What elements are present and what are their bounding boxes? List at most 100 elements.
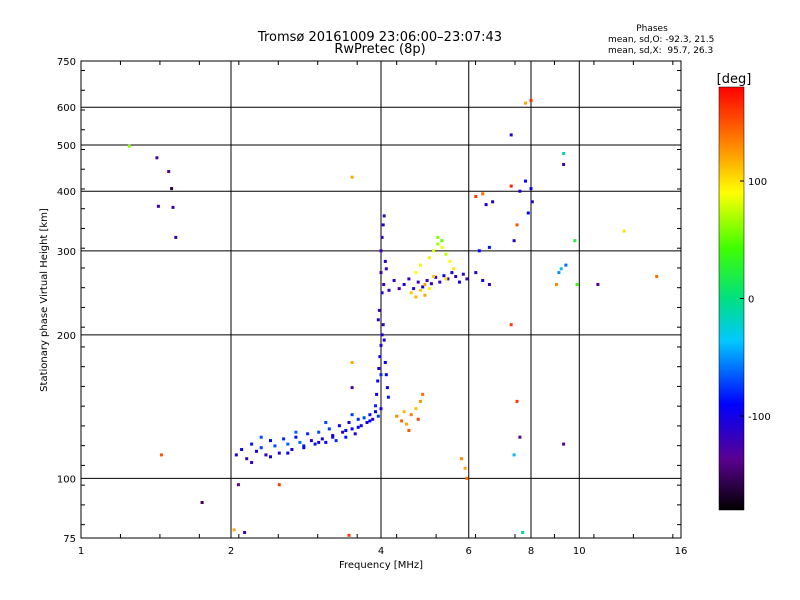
data-point (405, 422, 408, 426)
data-point (423, 283, 427, 286)
data-point (444, 252, 448, 256)
data-point (557, 271, 561, 275)
data-point (356, 417, 360, 421)
data-point (414, 295, 418, 299)
y-tick-label: 600 (57, 103, 76, 114)
data-point (562, 163, 566, 166)
data-point (277, 483, 281, 487)
data-point (487, 245, 491, 249)
y-tick-label: 200 (57, 331, 76, 342)
stats-line-x: mean, sd,X: 95.7, 26.3 (608, 46, 713, 56)
data-point (419, 263, 422, 267)
data-point (512, 453, 516, 457)
data-point (421, 392, 425, 396)
data-point (397, 287, 401, 291)
data-point (459, 457, 463, 461)
data-point (509, 184, 513, 188)
data-point (461, 272, 465, 276)
colorbar-tick-label: -100 (748, 412, 771, 423)
data-point (402, 410, 406, 414)
stats-heading: Phases (636, 24, 668, 34)
y-tick-label: 75 (63, 534, 76, 545)
data-point (294, 435, 298, 439)
data-point (302, 444, 306, 448)
data-point (264, 453, 268, 457)
data-point (159, 453, 163, 457)
data-point (400, 419, 404, 423)
data-point (419, 399, 422, 403)
data-point (170, 187, 174, 191)
x-tick-label: 16 (675, 546, 688, 557)
data-point (365, 421, 369, 424)
data-point (402, 283, 406, 286)
data-point (376, 414, 380, 418)
data-point (458, 280, 461, 284)
data-point (392, 279, 396, 282)
data-point (442, 274, 446, 278)
x-tick-label: 8 (528, 546, 534, 557)
data-point (377, 367, 381, 370)
data-point (317, 440, 321, 444)
data-point (174, 235, 178, 239)
data-point (465, 476, 469, 480)
x-tick-label: 4 (378, 546, 384, 557)
y-tick-label: 750 (57, 57, 76, 68)
colorbar-label: [deg] (717, 72, 752, 87)
data-point (250, 442, 254, 446)
data-point (481, 279, 485, 282)
data-point (273, 444, 277, 448)
data-point (529, 98, 533, 102)
data-point (382, 283, 386, 286)
data-point (382, 214, 386, 218)
data-point (127, 144, 131, 148)
data-point (414, 271, 418, 275)
data-point (353, 432, 357, 436)
data-point (317, 430, 321, 434)
chart-subtitle: RwPretec (8p) (334, 42, 425, 57)
x-tick-label: 10 (573, 546, 586, 557)
data-point (524, 101, 527, 105)
data-point (530, 200, 534, 204)
data-point (423, 293, 427, 297)
data-point (327, 427, 331, 431)
data-point (385, 386, 389, 390)
data-point (377, 308, 381, 312)
data-point (425, 279, 429, 282)
data-point (324, 421, 328, 424)
data-point (409, 413, 413, 417)
data-point (371, 417, 375, 421)
data-point (375, 392, 379, 396)
data-point (463, 466, 467, 470)
data-point (481, 192, 485, 196)
data-point (374, 404, 377, 408)
colorbar-ticks: 100 0 -100 (740, 177, 771, 423)
data-point (518, 189, 522, 193)
data-point (350, 386, 354, 390)
data-point (259, 435, 263, 439)
data-point (156, 204, 160, 208)
data-point (294, 430, 298, 434)
data-point (407, 277, 411, 281)
data-point (381, 323, 385, 327)
data-point (383, 259, 387, 263)
data-point (282, 437, 286, 441)
data-point (376, 379, 380, 383)
data-point (395, 414, 399, 418)
data-point (416, 280, 420, 284)
data-point (344, 435, 348, 439)
data-point (474, 271, 478, 275)
data-point (474, 195, 478, 198)
data-point (518, 435, 522, 439)
data-point (350, 175, 354, 179)
colorbar-tick-label: 0 (748, 295, 754, 306)
data-point (575, 283, 579, 286)
data-point (331, 434, 335, 437)
data-point (350, 413, 354, 417)
x-tick-label: 1 (78, 546, 84, 557)
data-point (409, 291, 413, 295)
data-point (234, 453, 238, 457)
data-point (337, 424, 341, 428)
data-point (384, 373, 388, 377)
data-point (564, 263, 568, 267)
